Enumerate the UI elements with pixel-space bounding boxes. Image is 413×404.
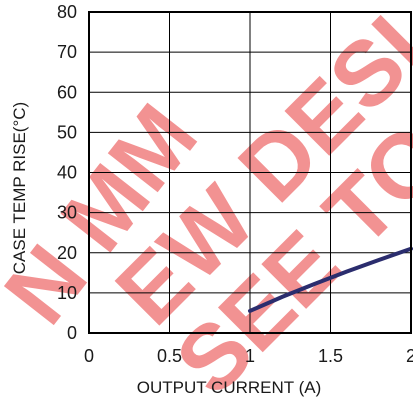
y-tick-label: 80	[57, 2, 77, 22]
y-tick-label: 20	[57, 243, 77, 263]
y-tick-label: 40	[57, 163, 77, 183]
y-axis-label: CASE TEMP RISE(°C)	[10, 102, 29, 274]
series-line-1	[248, 246, 413, 313]
series	[248, 246, 413, 313]
y-tick-label: 50	[57, 122, 77, 142]
x-axis-label: OUTPUT CURRENT (A)	[137, 378, 322, 397]
x-tick-label: 0.5	[157, 346, 182, 366]
tick-labels: 0 10 20 30 40 50 60 70 80 0 0.5 1 1.5 2	[57, 2, 413, 366]
y-tick-label: 30	[57, 203, 77, 223]
x-tick-label: 2	[406, 346, 413, 366]
x-tick-label: 1.5	[318, 346, 343, 366]
y-tick-label: 0	[67, 323, 77, 343]
x-tick-label: 0	[84, 346, 94, 366]
y-tick-label: 60	[57, 82, 77, 102]
y-tick-label: 10	[57, 283, 77, 303]
plot-frame	[88, 11, 412, 334]
x-tick-label: 1	[245, 346, 255, 366]
y-tick-label: 70	[57, 42, 77, 62]
